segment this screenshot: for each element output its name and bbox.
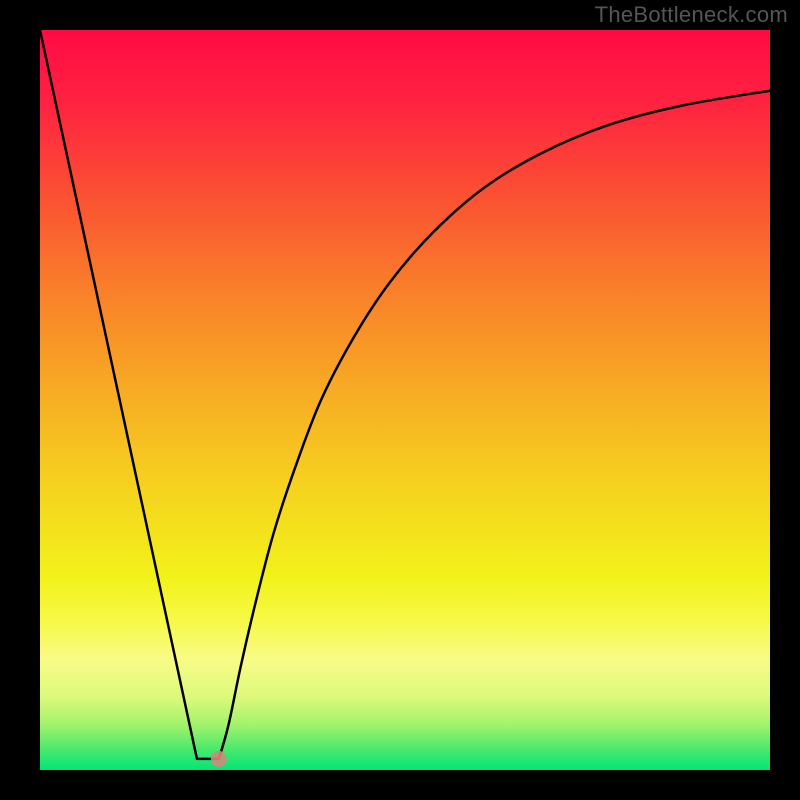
chart-svg — [40, 30, 770, 770]
chart-container: TheBottleneck.com — [0, 0, 800, 800]
min-point-marker — [211, 751, 227, 767]
gradient-background — [40, 30, 770, 770]
plot-area — [40, 30, 770, 770]
watermark-text: TheBottleneck.com — [595, 2, 788, 28]
